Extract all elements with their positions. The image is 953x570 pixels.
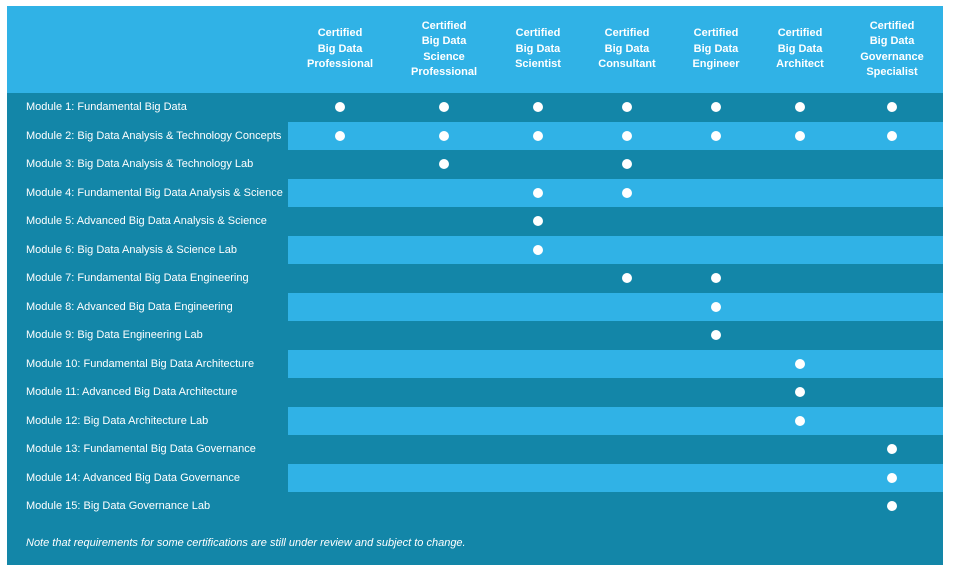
column-header-label: Certified Big Data Governance Specialist <box>860 19 924 79</box>
required-dot-icon <box>622 102 632 113</box>
module-name: Module 2: Big Data Analysis & Technology… <box>7 121 288 150</box>
required-dot-icon <box>887 130 897 141</box>
table-footer: Note that requirements for some certific… <box>7 520 943 565</box>
column-header-5: Certified Big Data Engineer <box>672 6 760 93</box>
module-name: Module 11: Advanced Big Data Architectur… <box>7 378 288 407</box>
required-dot-icon <box>622 187 632 198</box>
module-name: Module 14: Advanced Big Data Governance <box>7 463 288 492</box>
table-row: Module 15: Big Data Governance Lab <box>7 492 943 521</box>
requirement-cells <box>288 121 943 150</box>
table-row: Module 13: Fundamental Big Data Governan… <box>7 435 943 464</box>
module-name: Module 1: Fundamental Big Data <box>7 93 288 122</box>
required-dot-icon <box>533 130 543 141</box>
required-dot-icon <box>795 387 805 398</box>
column-header-label: Certified Big Data Engineer <box>692 27 740 71</box>
table-row: Module 1: Fundamental Big Data <box>7 93 943 122</box>
table-row: Module 5: Advanced Big Data Analysis & S… <box>7 207 943 236</box>
required-dot-icon <box>335 130 345 141</box>
column-header-label: Certified Big Data Science Professional <box>410 19 478 79</box>
required-dot-icon <box>711 301 721 312</box>
requirement-cells <box>288 178 943 207</box>
table-row: Module 4: Fundamental Big Data Analysis … <box>7 178 943 207</box>
column-header-label: Certified Big Data Professional <box>306 27 374 71</box>
module-name: Module 13: Fundamental Big Data Governan… <box>7 435 288 464</box>
column-header-4: Certified Big Data Consultant <box>583 6 671 93</box>
table-row: Module 7: Fundamental Big Data Engineeri… <box>7 264 943 293</box>
required-dot-icon <box>622 130 632 141</box>
table-row: Module 3: Big Data Analysis & Technology… <box>7 150 943 179</box>
requirement-cells <box>288 349 943 378</box>
module-name: Module 4: Fundamental Big Data Analysis … <box>7 178 288 207</box>
requirement-cells <box>288 435 943 464</box>
module-name: Module 5: Advanced Big Data Analysis & S… <box>7 207 288 236</box>
required-dot-icon <box>887 501 897 512</box>
module-name: Module 3: Big Data Analysis & Technology… <box>7 150 288 179</box>
requirement-cells <box>288 378 943 407</box>
required-dot-icon <box>533 102 543 113</box>
column-header-label: Certified Big Data Architect <box>776 27 824 71</box>
column-header-label: Certified Big Data Scientist <box>515 27 561 71</box>
requirement-cells <box>288 492 943 521</box>
column-header-6: Certified Big Data Architect <box>756 6 844 93</box>
required-dot-icon <box>795 130 805 141</box>
column-header-7: Certified Big Data Governance Specialist <box>848 6 936 93</box>
column-header-label: Certified Big Data Consultant <box>598 27 656 71</box>
required-dot-icon <box>439 159 449 170</box>
module-name: Module 15: Big Data Governance Lab <box>7 492 288 521</box>
required-dot-icon <box>335 102 345 113</box>
requirement-cells <box>288 235 943 264</box>
requirement-cells <box>288 207 943 236</box>
required-dot-icon <box>887 102 897 113</box>
required-dot-icon <box>887 444 897 455</box>
required-dot-icon <box>795 415 805 426</box>
requirement-cells <box>288 463 943 492</box>
required-dot-icon <box>711 102 721 113</box>
required-dot-icon <box>533 216 543 227</box>
table-row: Module 2: Big Data Analysis & Technology… <box>7 121 943 150</box>
requirement-cells <box>288 406 943 435</box>
required-dot-icon <box>622 273 632 284</box>
column-header-1: Certified Big Data Professional <box>296 6 384 93</box>
requirement-cells <box>288 93 943 122</box>
certification-matrix: Certified Big Data Professional Certified… <box>7 6 943 565</box>
module-name: Module 12: Big Data Architecture Lab <box>7 406 288 435</box>
table-row: Module 14: Advanced Big Data Governance <box>7 463 943 492</box>
required-dot-icon <box>622 159 632 170</box>
required-dot-icon <box>795 358 805 369</box>
module-name: Module 10: Fundamental Big Data Architec… <box>7 349 288 378</box>
column-header-2: Certified Big Data Science Professional <box>400 6 488 93</box>
requirement-cells <box>288 150 943 179</box>
table-row: Module 9: Big Data Engineering Lab <box>7 321 943 350</box>
module-name: Module 6: Big Data Analysis & Science La… <box>7 235 288 264</box>
table-row: Module 11: Advanced Big Data Architectur… <box>7 378 943 407</box>
footer-note: Note that requirements for some certific… <box>26 536 466 549</box>
table-row: Module 6: Big Data Analysis & Science La… <box>7 235 943 264</box>
required-dot-icon <box>887 472 897 483</box>
column-header-3: Certified Big Data Scientist <box>494 6 582 93</box>
table-row: Module 8: Advanced Big Data Engineering <box>7 292 943 321</box>
table-row: Module 12: Big Data Architecture Lab <box>7 406 943 435</box>
required-dot-icon <box>439 130 449 141</box>
table-header: Certified Big Data Professional Certified… <box>7 6 943 93</box>
requirement-cells <box>288 321 943 350</box>
required-dot-icon <box>533 244 543 255</box>
required-dot-icon <box>711 330 721 341</box>
required-dot-icon <box>711 273 721 284</box>
module-name: Module 7: Fundamental Big Data Engineeri… <box>7 264 288 293</box>
requirement-cells <box>288 292 943 321</box>
required-dot-icon <box>533 187 543 198</box>
required-dot-icon <box>439 102 449 113</box>
required-dot-icon <box>795 102 805 113</box>
module-name: Module 9: Big Data Engineering Lab <box>7 321 288 350</box>
module-name: Module 8: Advanced Big Data Engineering <box>7 292 288 321</box>
required-dot-icon <box>711 130 721 141</box>
table-row: Module 10: Fundamental Big Data Architec… <box>7 349 943 378</box>
requirement-cells <box>288 264 943 293</box>
